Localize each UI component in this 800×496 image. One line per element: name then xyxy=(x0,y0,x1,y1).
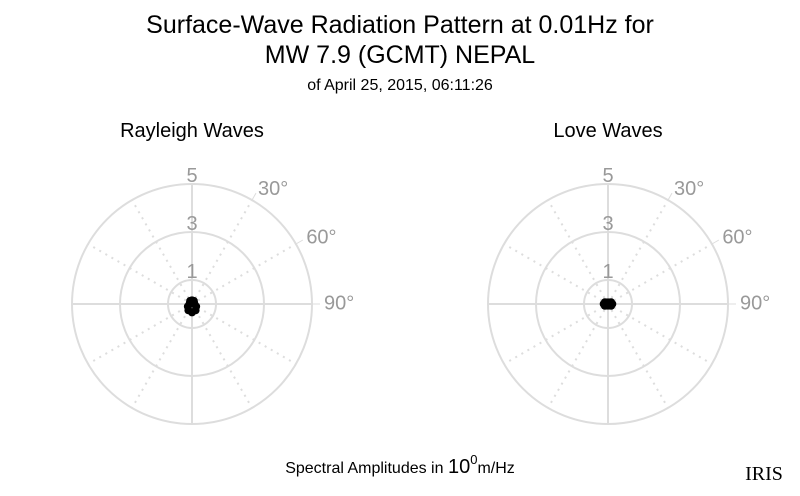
angle-grid-line xyxy=(547,303,609,409)
radius-grid-circle xyxy=(583,279,633,329)
title-line: Surface-Wave Radiation Pattern at 0.01Hz… xyxy=(146,11,654,39)
data-point xyxy=(603,298,612,307)
footer-exponent: 0 xyxy=(470,452,477,467)
radius-tick-label: 5 xyxy=(602,165,613,187)
angle-grid-line xyxy=(131,303,193,409)
angle-tick-label: 90° xyxy=(324,292,354,314)
data-point xyxy=(186,296,195,305)
footer-unit: m/Hz xyxy=(477,460,514,477)
angle-tick-label: 30° xyxy=(674,178,704,200)
radius-grid-circle xyxy=(535,231,681,377)
plots: Rayleigh Waves 30° 60° 90° 1 3 5 Love Waves 30° 6… xyxy=(71,120,770,425)
angle-grid-line xyxy=(87,303,193,365)
angle-grid-line xyxy=(131,199,193,305)
angle-grid-line xyxy=(503,303,609,365)
angle-grid-line xyxy=(87,243,193,305)
radius-tick-label: 3 xyxy=(602,213,613,235)
footer-prefix: Spectral Amplitudes in xyxy=(285,460,443,477)
angle-grid-line xyxy=(607,303,669,409)
angle-tick-label: 60° xyxy=(306,226,336,248)
footer-base: 10 xyxy=(448,456,470,478)
angle-tick-label: 30° xyxy=(258,178,288,200)
angle-grid-line xyxy=(547,199,609,305)
radius-grid-circle xyxy=(167,279,217,329)
chart-title: Rayleigh Waves xyxy=(120,120,264,142)
angle-tick xyxy=(711,239,720,245)
angle-grid-line xyxy=(607,199,669,305)
angle-tick-label: 60° xyxy=(722,226,752,248)
chart-title: Love Waves xyxy=(553,120,662,142)
angle-grid-line xyxy=(503,243,609,305)
radius-tick-label: 3 xyxy=(186,213,197,235)
logo: IRIS xyxy=(745,463,783,485)
angle-tick-label: 90° xyxy=(740,292,770,314)
radius-grid-circle xyxy=(487,183,729,425)
radius-grid-circle xyxy=(119,231,265,377)
radius-tick-label: 1 xyxy=(186,261,197,283)
radius-tick-label: 1 xyxy=(602,261,613,283)
title-line: MW 7.9 (GCMT) NEPAL xyxy=(265,41,535,69)
angle-tick xyxy=(295,239,304,245)
angle-tick xyxy=(667,192,673,201)
footer: Spectral Amplitudes in 100m/Hz xyxy=(285,452,515,478)
angle-grid-line xyxy=(191,243,297,305)
angle-grid-line xyxy=(191,303,253,409)
angle-tick xyxy=(251,192,257,201)
radius-tick-label: 5 xyxy=(186,165,197,187)
subtitle: of April 25, 2015, 06:11:26 xyxy=(307,77,493,94)
radius-grid-circle xyxy=(71,183,313,425)
angle-grid-line xyxy=(607,243,713,305)
angle-grid-line xyxy=(191,199,253,305)
angle-grid-line xyxy=(607,303,713,365)
angle-grid-line xyxy=(191,303,297,365)
